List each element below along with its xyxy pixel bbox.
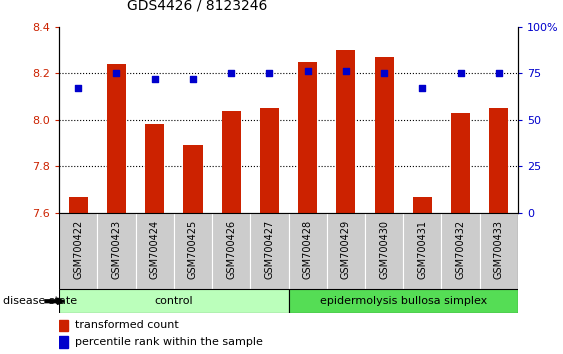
Bar (441, 213, 480, 289)
Text: control: control (154, 296, 193, 306)
Text: GSM700429: GSM700429 (341, 220, 351, 279)
Text: GDS4426 / 8123246: GDS4426 / 8123246 (127, 0, 267, 12)
Bar (145, 125, 164, 213)
Bar (184, 145, 203, 213)
Text: GSM700424: GSM700424 (150, 220, 160, 279)
Text: GSM700428: GSM700428 (303, 220, 312, 279)
Point (265, 70, 274, 76)
Point (112, 70, 121, 76)
Point (418, 85, 427, 91)
Text: GSM700433: GSM700433 (494, 220, 504, 279)
Point (379, 70, 388, 76)
Text: disease state: disease state (3, 296, 77, 306)
Text: GSM700432: GSM700432 (455, 220, 466, 279)
Point (227, 70, 236, 76)
Bar (451, 113, 470, 213)
Point (494, 70, 503, 76)
Bar (251, 213, 288, 289)
Bar (413, 197, 432, 213)
Bar (59, 289, 288, 313)
Bar (59, 213, 97, 289)
Text: GSM700422: GSM700422 (73, 220, 83, 279)
Bar (327, 213, 365, 289)
Bar (374, 57, 394, 213)
Point (150, 76, 159, 82)
Bar (403, 213, 441, 289)
Text: percentile rank within the sample: percentile rank within the sample (74, 337, 262, 347)
Bar (289, 289, 518, 313)
Text: GSM700425: GSM700425 (188, 220, 198, 279)
Bar (97, 213, 136, 289)
Bar (222, 110, 241, 213)
Point (456, 70, 465, 76)
Bar (174, 213, 212, 289)
Text: GSM700426: GSM700426 (226, 220, 236, 279)
Bar (480, 213, 518, 289)
Bar (69, 197, 88, 213)
Text: transformed count: transformed count (74, 320, 178, 330)
Text: GSM700427: GSM700427 (265, 220, 274, 279)
Point (303, 68, 312, 74)
Text: epidermolysis bullosa simplex: epidermolysis bullosa simplex (320, 296, 487, 306)
Text: GSM700430: GSM700430 (379, 220, 389, 279)
Bar (212, 213, 251, 289)
Bar (59, 320, 68, 331)
Text: GSM700431: GSM700431 (417, 220, 427, 279)
Bar (289, 213, 327, 289)
Bar (489, 108, 508, 213)
Bar (260, 108, 279, 213)
Bar (336, 50, 355, 213)
Point (189, 76, 198, 82)
Bar (298, 62, 317, 213)
Text: GSM700423: GSM700423 (111, 220, 122, 279)
Point (74, 85, 83, 91)
Bar (59, 336, 68, 348)
Bar (365, 213, 403, 289)
Bar (136, 213, 174, 289)
Bar (107, 64, 126, 213)
Point (341, 68, 350, 74)
